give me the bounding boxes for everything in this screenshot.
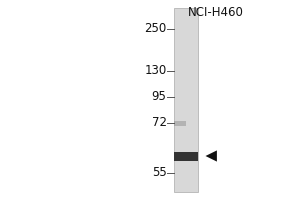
Bar	[174, 152, 198, 160]
Bar	[174, 120, 186, 126]
Text: 130: 130	[144, 64, 166, 77]
Text: 72: 72	[152, 116, 166, 130]
Text: 250: 250	[144, 22, 166, 36]
Text: 55: 55	[152, 166, 167, 180]
Text: NCI-H460: NCI-H460	[188, 6, 244, 20]
Text: 95: 95	[152, 90, 166, 104]
Bar	[174, 8, 198, 192]
Polygon shape	[206, 150, 217, 162]
